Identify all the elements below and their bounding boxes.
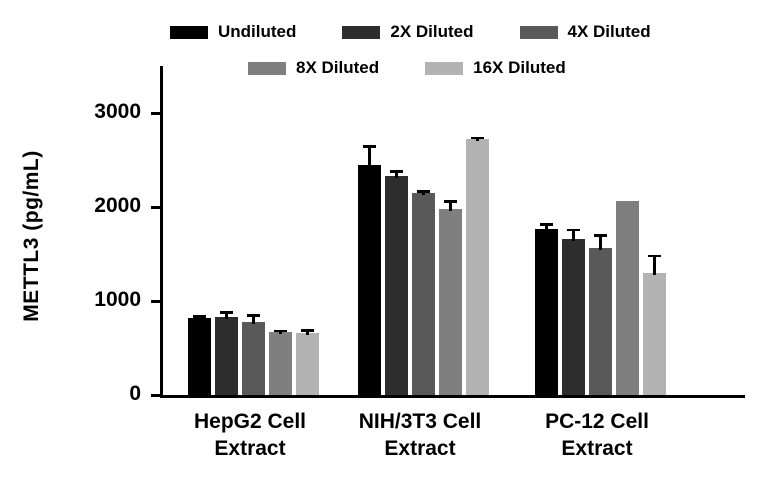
error-bar-cap bbox=[274, 329, 287, 333]
legend-item: 4X Diluted bbox=[519, 22, 651, 42]
error-bar-cap bbox=[417, 190, 430, 193]
y-axis-tick bbox=[151, 393, 160, 397]
y-axis-tick bbox=[151, 299, 160, 303]
bar bbox=[358, 164, 381, 395]
error-bar-cap bbox=[471, 136, 484, 139]
legend-row: Undiluted 2X Diluted 4X Diluted bbox=[170, 22, 697, 42]
legend-label: Undiluted bbox=[218, 22, 297, 41]
legend-item: Undiluted bbox=[170, 22, 296, 42]
plot-area: 0 1000 2000 3000 bbox=[94, 66, 745, 405]
error-bar-cap bbox=[390, 170, 403, 173]
error-bar-cap bbox=[594, 234, 607, 237]
x-axis-group-label: HepG2 Cell Extract bbox=[140, 408, 360, 462]
bar bbox=[269, 332, 292, 395]
legend-swatch bbox=[342, 25, 381, 39]
x-axis-group-label: PC-12 Cell Extract bbox=[487, 408, 707, 462]
error-bar-stem bbox=[306, 329, 309, 335]
x-axis-label-line: Extract bbox=[214, 437, 286, 460]
error-bar-cap bbox=[193, 315, 206, 318]
x-axis-label-line: PC-12 Cell bbox=[545, 410, 649, 433]
bar bbox=[296, 333, 319, 395]
bar bbox=[466, 139, 489, 395]
bar bbox=[535, 228, 558, 395]
error-bar-cap bbox=[648, 254, 661, 258]
bar bbox=[643, 272, 666, 395]
legend-label: 8X Diluted bbox=[296, 58, 380, 77]
x-axis-label-line: Extract bbox=[384, 437, 456, 460]
legend-swatch bbox=[170, 25, 208, 39]
error-bar-stem bbox=[395, 170, 398, 178]
error-bar-stem bbox=[572, 228, 575, 241]
error-bar-stem bbox=[545, 223, 548, 231]
y-axis-tick-label: 3000 bbox=[94, 100, 141, 123]
error-bar-cap bbox=[247, 314, 260, 317]
chart-legend: Undiluted 2X Diluted 4X Diluted 8X Diluted 1… bbox=[170, 22, 697, 94]
legend-swatch bbox=[425, 61, 464, 75]
legend-swatch bbox=[248, 61, 286, 75]
bar bbox=[412, 192, 435, 395]
error-bar-cap bbox=[220, 311, 233, 314]
error-bar-stem bbox=[368, 145, 371, 167]
error-bar-cap bbox=[363, 145, 376, 148]
error-bar-cap bbox=[540, 223, 553, 226]
error-bar-cap bbox=[567, 228, 580, 232]
bar bbox=[188, 317, 211, 395]
error-bar-stem bbox=[599, 234, 602, 251]
legend-item: 16X Diluted bbox=[425, 58, 566, 78]
y-axis-tick-label: 0 bbox=[129, 382, 141, 405]
error-bar-cap bbox=[301, 329, 314, 332]
legend-item: 8X Diluted bbox=[248, 58, 379, 78]
error-bar-stem bbox=[225, 311, 228, 319]
legend-label: 2X Diluted bbox=[390, 22, 474, 41]
y-axis-tick-label: 2000 bbox=[94, 194, 141, 217]
y-axis-tick-label: 1000 bbox=[94, 288, 141, 311]
legend-item: 2X Diluted bbox=[342, 22, 474, 42]
y-axis-tick bbox=[151, 111, 160, 115]
bar bbox=[562, 239, 585, 395]
legend-label: 16X Diluted bbox=[473, 58, 566, 77]
y-axis-title: METTL3 (pg/mL) bbox=[20, 150, 43, 322]
bar bbox=[385, 176, 408, 395]
x-axis-group-label: NIH/3T3 Cell Extract bbox=[310, 408, 530, 462]
error-bar-stem bbox=[653, 254, 656, 275]
error-bar-cap bbox=[444, 200, 457, 203]
x-axis-label-line: HepG2 Cell bbox=[193, 410, 307, 433]
bar bbox=[589, 248, 612, 395]
bar bbox=[215, 317, 238, 395]
x-axis-label-line: NIH/3T3 Cell bbox=[358, 410, 482, 433]
legend-swatch bbox=[519, 25, 558, 39]
bar bbox=[242, 321, 265, 395]
x-axis-label-line: Extract bbox=[561, 437, 633, 460]
error-bar-stem bbox=[449, 200, 452, 211]
y-axis-tick bbox=[151, 205, 160, 209]
bar bbox=[616, 201, 639, 395]
error-bar-stem bbox=[252, 314, 255, 324]
bar bbox=[439, 208, 462, 395]
legend-label: 4X Diluted bbox=[567, 22, 651, 41]
legend-row: 8X Diluted 16X Diluted bbox=[170, 58, 697, 78]
